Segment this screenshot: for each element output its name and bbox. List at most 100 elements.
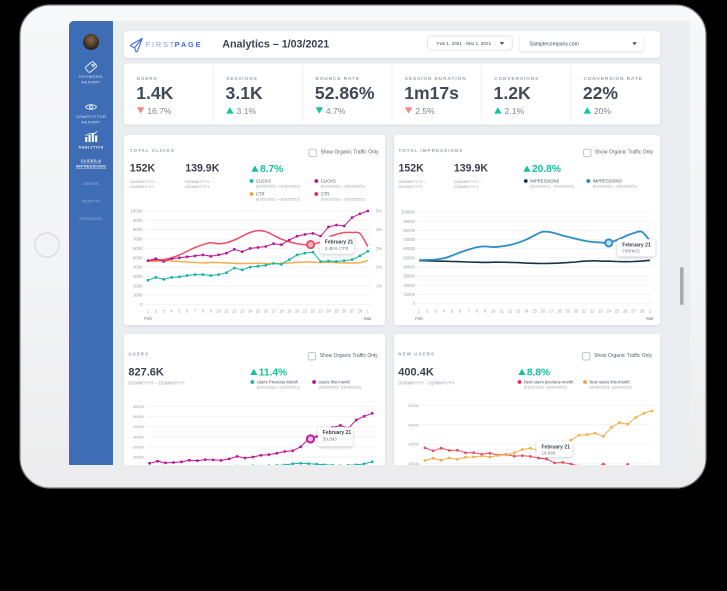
svg-text:(01/01/2021- 01/02/2021): (01/01/2021- 01/02/2021) <box>257 385 301 389</box>
svg-text:Analytics – 1/03/2021: Analytics – 1/03/2021 <box>222 39 329 51</box>
svg-text:25000: 25000 <box>133 465 145 470</box>
svg-text:NEW USERS: NEW USERS <box>398 352 435 357</box>
svg-text:39,893: 39,893 <box>323 437 337 442</box>
svg-text:14,968: 14,968 <box>542 451 556 456</box>
svg-text:16: 16 <box>263 309 268 314</box>
svg-text:5%: 5% <box>376 209 382 214</box>
svg-text:8: 8 <box>202 309 205 314</box>
svg-text:30000: 30000 <box>403 274 415 279</box>
svg-text:60000: 60000 <box>403 246 415 251</box>
svg-text:100000: 100000 <box>401 210 416 215</box>
svg-text:1: 1 <box>147 309 150 314</box>
svg-text:8.8%: 8.8% <box>527 367 550 378</box>
svg-text:New users this month: New users this month <box>589 379 630 384</box>
svg-text:24: 24 <box>326 309 331 314</box>
svg-text:February 21: February 21 <box>323 430 352 436</box>
svg-text:1.2K: 1.2K <box>494 83 531 103</box>
svg-text:6000: 6000 <box>133 246 143 251</box>
svg-text:1: 1 <box>418 309 421 314</box>
svg-text:12: 12 <box>507 309 512 314</box>
svg-text:27: 27 <box>631 309 636 314</box>
svg-text:TRAFFIC: TRAFFIC <box>81 199 101 204</box>
svg-text:152K: 152K <box>130 162 156 174</box>
svg-text:CLICKS: CLICKS <box>321 178 336 183</box>
svg-text:26: 26 <box>623 309 628 314</box>
svg-text:15: 15 <box>532 309 537 314</box>
svg-text:70000: 70000 <box>403 237 415 242</box>
svg-text:USERS: USERS <box>83 181 99 186</box>
svg-text:CONVERSION RATE: CONVERSION RATE <box>583 76 642 81</box>
svg-text:16: 16 <box>540 309 545 314</box>
svg-text:DD/MM/YYYY: DD/MM/YYYY <box>130 184 155 189</box>
svg-text:14: 14 <box>524 309 529 314</box>
svg-text:(01/01/2021 - 01/02/2021): (01/01/2021 - 01/02/2021) <box>256 184 301 188</box>
svg-text:Users Previous Month: Users Previous Month <box>257 379 299 384</box>
svg-text:ANALYTICS: ANALYTICS <box>78 145 103 150</box>
svg-text:2: 2 <box>426 309 429 314</box>
svg-text:15: 15 <box>256 309 261 314</box>
svg-text:11.4%: 11.4% <box>259 367 287 378</box>
svg-text:DD/MM/YYYY: DD/MM/YYYY <box>185 184 210 189</box>
svg-text:SESSION DURATION: SESSION DURATION <box>405 76 467 81</box>
svg-text:Mar: Mar <box>364 316 372 321</box>
svg-text:DD/MM/YYYY –: DD/MM/YYYY – <box>399 179 428 184</box>
svg-text:28: 28 <box>639 309 644 314</box>
svg-text:COMPETITOR: COMPETITOR <box>76 114 107 119</box>
svg-text:3.1%: 3.1% <box>237 106 257 116</box>
svg-text:Show Organic Traffic Only: Show Organic Traffic Only <box>321 150 379 156</box>
svg-text:REPORT: REPORT <box>82 119 101 124</box>
svg-text:7000: 7000 <box>133 237 143 242</box>
svg-text:Show Organic Traffic Only: Show Organic Traffic Only <box>594 353 652 359</box>
svg-text:(01/01/2021 - 01/02/2021): (01/01/2021 - 01/02/2021) <box>530 184 575 188</box>
svg-text:9: 9 <box>484 309 487 314</box>
svg-text:20%: 20% <box>594 106 612 116</box>
svg-text:3: 3 <box>434 309 437 314</box>
svg-text:7: 7 <box>194 309 197 314</box>
svg-text:19: 19 <box>287 309 292 314</box>
svg-text:20.8%: 20.8% <box>532 164 561 175</box>
svg-text:25: 25 <box>334 309 339 314</box>
svg-text:10: 10 <box>216 309 221 314</box>
svg-text:16.7%: 16.7% <box>147 106 172 116</box>
svg-text:6: 6 <box>459 309 462 314</box>
svg-text:DD/MM/YYYY –: DD/MM/YYYY – <box>130 179 159 184</box>
svg-text:IMPRESSIONS: IMPRESSIONS <box>593 178 622 183</box>
svg-text:6: 6 <box>186 309 189 314</box>
svg-text:13: 13 <box>240 309 245 314</box>
svg-text:13: 13 <box>516 309 521 314</box>
svg-text:Samplecompany.com: Samplecompany.com <box>530 41 580 47</box>
svg-text:700HKD: 700HKD <box>622 249 640 254</box>
svg-text:1.4K: 1.4K <box>136 83 173 103</box>
svg-text:18: 18 <box>279 309 284 314</box>
svg-text:21: 21 <box>303 309 308 314</box>
svg-text:DD/MM/YYYY – DD/MM/YYYY: DD/MM/YYYY – DD/MM/YYYY <box>398 381 455 386</box>
svg-text:(01/01/2021- 01/02/2021): (01/01/2021- 01/02/2021) <box>524 385 568 389</box>
svg-text:4.7%: 4.7% <box>326 106 346 116</box>
svg-text:0: 0 <box>413 301 416 306</box>
svg-text:139.9K: 139.9K <box>454 162 489 174</box>
svg-text:Feb: Feb <box>144 316 152 321</box>
svg-text:(01/02/2021 - 01/03/2021): (01/02/2021 - 01/03/2021) <box>593 184 638 188</box>
svg-text:20000: 20000 <box>403 283 415 288</box>
svg-text:KEYWORD: KEYWORD <box>79 74 102 79</box>
svg-text:10: 10 <box>491 309 496 314</box>
svg-text:REPORT: REPORT <box>82 79 101 84</box>
svg-text:152K: 152K <box>399 162 425 174</box>
svg-text:February 21: February 21 <box>542 444 571 450</box>
svg-text:17: 17 <box>549 309 554 314</box>
svg-text:28: 28 <box>358 309 363 314</box>
svg-text:11: 11 <box>224 309 229 314</box>
svg-text:45000: 45000 <box>133 424 145 429</box>
svg-text:CTR: CTR <box>256 191 265 196</box>
svg-text:22%: 22% <box>583 83 619 103</box>
svg-text:27: 27 <box>350 309 355 314</box>
svg-text:Show Organic Traffic Only: Show Organic Traffic Only <box>320 353 378 359</box>
svg-text:SESSIONS: SESSIONS <box>79 216 103 221</box>
svg-text:SESSIONS: SESSIONS <box>226 76 258 81</box>
svg-text:4: 4 <box>170 309 173 314</box>
svg-text:CLICKS: CLICKS <box>256 178 271 183</box>
svg-text:Feb 1, 2021 - Mar 1, 2021: Feb 1, 2021 - Mar 1, 2021 <box>437 41 492 46</box>
svg-text:2%: 2% <box>376 265 382 270</box>
svg-text:10000: 10000 <box>403 292 415 297</box>
svg-text:8.7%: 8.7% <box>260 164 283 175</box>
